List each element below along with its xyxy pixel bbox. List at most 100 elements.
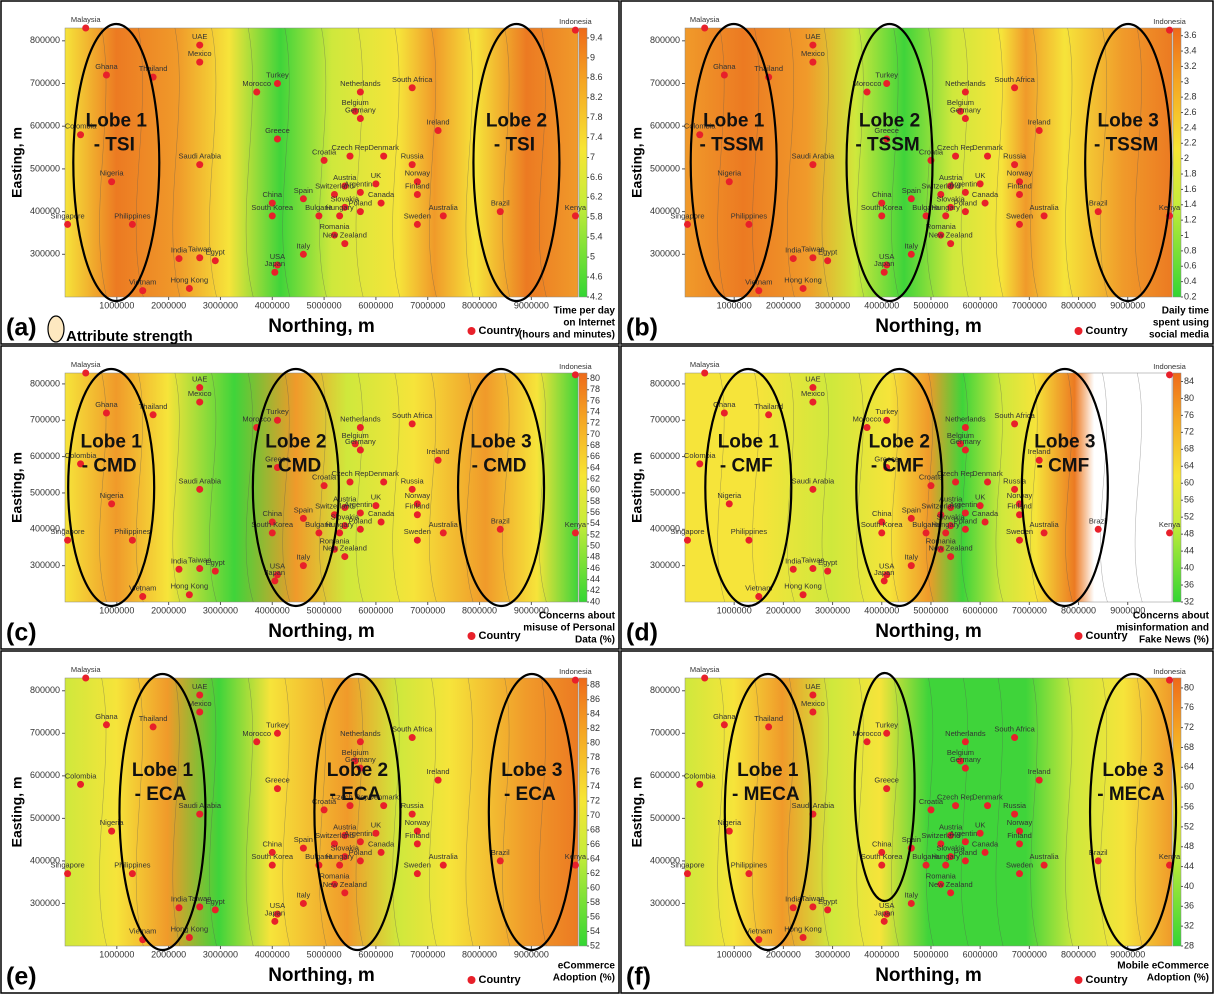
x-tick-label: 2000000 <box>766 949 801 959</box>
country-label: Singapore <box>50 527 84 536</box>
country-label: Ghana <box>95 62 118 71</box>
lobe-label: - TSI <box>494 134 535 155</box>
contour-line <box>99 372 107 603</box>
country-point <box>356 838 364 846</box>
country-point <box>175 255 183 263</box>
country-label: Czech Rep <box>331 793 368 802</box>
country-label: South Africa <box>994 411 1035 420</box>
country-label: China <box>262 509 282 518</box>
country-point <box>196 691 204 699</box>
country-label: Austria <box>939 173 963 182</box>
country-label: USA <box>879 562 894 571</box>
contour-line <box>787 27 795 298</box>
colorbar-tick-label: 78 <box>590 752 600 762</box>
country-point <box>268 848 276 856</box>
legend-label: Country <box>1086 325 1129 337</box>
country-label: Ireland <box>427 447 450 456</box>
country-point <box>720 71 728 79</box>
country-label: Singapore <box>50 861 84 870</box>
country-point <box>408 161 416 169</box>
country-label: Netherlands <box>945 729 986 738</box>
country-point <box>330 880 338 888</box>
country-point <box>1040 861 1048 869</box>
colorbar-tick-label: 64 <box>590 462 600 472</box>
country-label: USA <box>270 901 285 910</box>
lobe-label: Lobe 3 <box>1102 760 1163 781</box>
country-point <box>937 231 945 239</box>
country-label: Argentina <box>949 829 982 838</box>
country-point <box>863 88 871 96</box>
colorbar-tick-label: 72 <box>1184 722 1194 732</box>
country-label: Mexico <box>188 49 212 58</box>
country-point <box>755 936 763 944</box>
country-label: Belgium <box>342 748 369 757</box>
country-label: Philippines <box>114 211 151 220</box>
country-label: Austria <box>939 822 963 831</box>
country-label: Egypt <box>818 248 838 257</box>
country-point <box>927 806 935 814</box>
colorbar-tick-label: 5.4 <box>590 232 603 242</box>
contour-line <box>1030 27 1039 298</box>
country-point <box>981 518 989 526</box>
country-label: Turkey <box>875 407 898 416</box>
country-point <box>952 478 960 486</box>
x-tick-label: 4000000 <box>864 300 899 310</box>
country-point <box>809 254 817 262</box>
colorbar-tick-label: 78 <box>590 384 600 394</box>
colorbar-tick-label: 3.2 <box>1184 61 1197 71</box>
colorbar-tick-label: 56 <box>590 911 600 921</box>
country-label: Turkey <box>266 407 289 416</box>
country-label: Italy <box>296 241 310 250</box>
y-tick-label: 700000 <box>650 78 680 88</box>
colorbar-tick-label: 3.4 <box>1184 45 1197 55</box>
country-label: Finland <box>405 502 430 511</box>
country-point <box>330 840 338 848</box>
colorbar-tick-label: 56 <box>590 507 600 517</box>
colorbar-tick-label: 48 <box>1184 841 1194 851</box>
country-label: Belgium <box>947 431 974 440</box>
country-point <box>880 268 888 276</box>
country-label: USA <box>270 562 285 571</box>
contour-line <box>355 677 364 947</box>
country-label: Romania <box>926 871 957 880</box>
colorbar-tick-label: 9.4 <box>590 32 603 42</box>
country-point <box>128 536 136 544</box>
country-label: Malaysia <box>71 360 101 369</box>
country-label: Canada <box>972 839 999 848</box>
lobe-label: Lobe 1 <box>81 431 143 452</box>
country-label: Finland <box>1007 182 1032 191</box>
country-point <box>82 369 90 377</box>
country-point <box>356 188 364 196</box>
contour-line <box>429 677 437 947</box>
country-point <box>947 553 955 561</box>
x-tick-label: 5000000 <box>913 605 948 615</box>
country-point <box>380 478 388 486</box>
country-label: Germany <box>950 755 981 764</box>
contour-line <box>355 372 364 603</box>
y-tick-label: 800000 <box>30 685 60 695</box>
country-point <box>336 212 344 220</box>
contour-line <box>99 27 107 298</box>
country-label: Kenya <box>565 520 587 529</box>
country-label: Saudi Arabia <box>792 152 835 161</box>
country-label: Austria <box>333 494 357 503</box>
contour-line <box>465 677 474 947</box>
country-label: Hong Kong <box>784 275 822 284</box>
contour-line <box>995 372 1004 603</box>
country-label: Canada <box>368 839 395 848</box>
contour-line <box>856 372 865 603</box>
country-point <box>701 24 709 32</box>
country-label: Italy <box>904 890 918 899</box>
country-point <box>1035 456 1043 464</box>
country-point <box>330 191 338 199</box>
country-point <box>701 369 709 377</box>
contour-line <box>209 677 217 947</box>
country-label: Indonesia <box>559 17 592 26</box>
colorbar-tick-label: 48 <box>1184 529 1194 539</box>
x-tick-label: 3000000 <box>815 300 850 310</box>
country-point <box>413 191 421 199</box>
attribute-legend-label: Attribute strength <box>66 328 193 345</box>
country-label: Argentina <box>949 500 982 509</box>
country-label: Brazil <box>491 516 510 525</box>
country-label: India <box>171 246 188 255</box>
